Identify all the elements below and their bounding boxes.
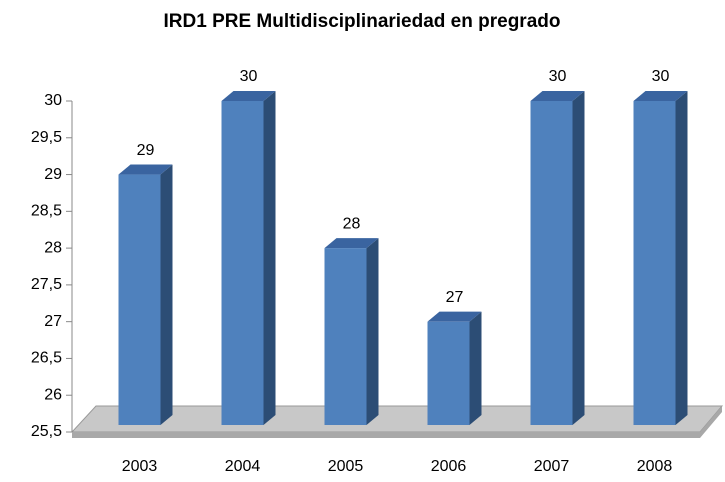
x-tick-label: 2008 bbox=[637, 458, 673, 475]
y-tick-label: 30 bbox=[44, 92, 62, 109]
x-tick-label: 2003 bbox=[122, 458, 158, 475]
x-tick-label: 2004 bbox=[225, 458, 261, 475]
bar-side bbox=[366, 238, 379, 425]
bar bbox=[324, 248, 367, 425]
y-tick-label: 29,5 bbox=[31, 129, 62, 146]
y-tick-label: 27,5 bbox=[31, 276, 62, 293]
y-tick-label: 28 bbox=[44, 239, 62, 256]
bar bbox=[633, 101, 676, 425]
x-tick-label: 2006 bbox=[431, 458, 467, 475]
x-tick-label: 2005 bbox=[328, 458, 364, 475]
y-tick-label: 26,5 bbox=[31, 350, 62, 367]
bar bbox=[221, 101, 264, 425]
y-tick-label: 29 bbox=[44, 166, 62, 183]
y-tick-label: 28,5 bbox=[31, 203, 62, 220]
y-tick-label: 25,5 bbox=[31, 423, 62, 440]
bar-side bbox=[675, 91, 688, 425]
floor-edge bbox=[72, 406, 722, 438]
bar bbox=[118, 174, 161, 425]
data-label: 30 bbox=[240, 68, 258, 85]
x-tick-label: 2007 bbox=[534, 458, 570, 475]
bar bbox=[427, 321, 470, 425]
data-label: 29 bbox=[137, 142, 155, 159]
bar-top bbox=[221, 91, 276, 101]
data-label: 27 bbox=[446, 289, 464, 306]
bar-side bbox=[263, 91, 276, 425]
bar-top bbox=[530, 91, 585, 101]
y-tick-label: 27 bbox=[44, 313, 62, 330]
chart-title: IRD1 PRE Multidisciplinariedad en pregra… bbox=[164, 11, 561, 32]
data-label: 28 bbox=[343, 215, 361, 232]
data-label: 30 bbox=[652, 68, 670, 85]
bar bbox=[530, 101, 573, 425]
bar-top bbox=[324, 238, 379, 249]
bar-top bbox=[118, 164, 173, 175]
bar-side bbox=[160, 164, 173, 426]
y-tick-label: 26 bbox=[44, 386, 62, 403]
bar-side bbox=[572, 91, 585, 425]
bar-top bbox=[427, 311, 482, 322]
bar-top bbox=[633, 91, 688, 101]
data-label: 30 bbox=[549, 68, 567, 85]
bar-side bbox=[469, 311, 482, 425]
